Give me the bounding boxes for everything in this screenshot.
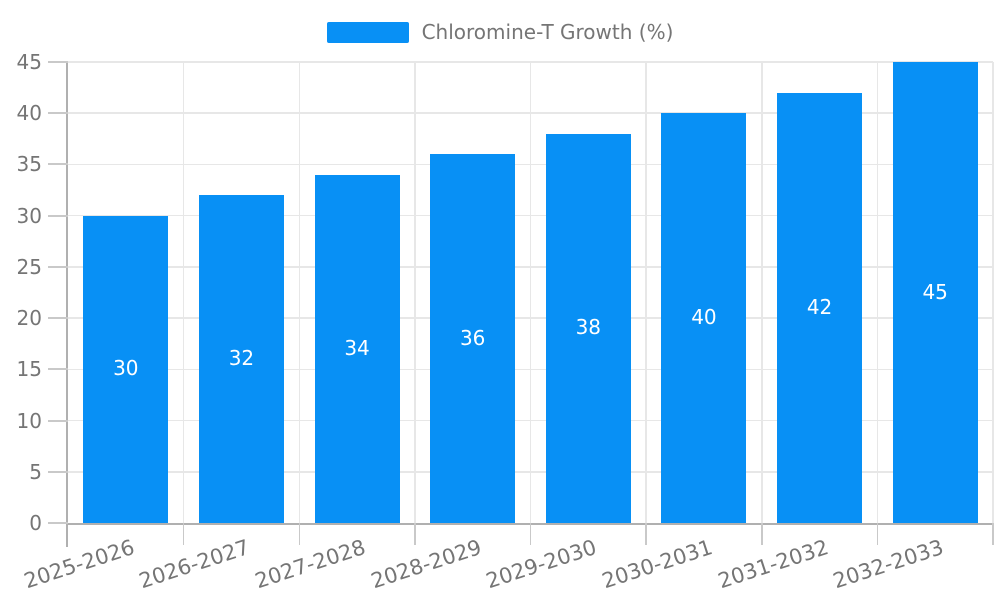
gridline-vertical: [414, 62, 416, 523]
x-axis-tick: [529, 523, 532, 545]
bar-value-label: 36: [459, 325, 486, 350]
y-axis-tick: [48, 522, 68, 524]
y-axis-tick: [48, 419, 68, 422]
y-axis-line: [66, 62, 68, 547]
y-axis-tick-label: 10: [16, 408, 42, 433]
legend-label: Chloromine-T Growth (%): [421, 20, 674, 44]
x-axis-tick: [298, 523, 300, 545]
bar-value-label: 34: [344, 335, 370, 360]
x-axis-tick: [182, 523, 185, 545]
x-axis-tick: [645, 523, 647, 545]
plot-area: 0 5 10 15 20 25 30 35 40 45 2025-2026 2026-2027 2027…: [17, 50, 994, 593]
gridline-vertical: [876, 62, 879, 523]
bar[interactable]: 38: [545, 133, 631, 523]
y-axis-tick: [48, 265, 68, 268]
y-axis-tick: [48, 317, 68, 320]
bar-value-label: 42: [806, 294, 833, 319]
x-axis-tick: [414, 523, 416, 545]
y-axis-tick-label: 30: [16, 203, 42, 228]
y-axis-tick: [48, 61, 68, 64]
gridline-vertical: [529, 62, 532, 523]
gridline-vertical: [298, 62, 300, 523]
bar-value-label: 38: [575, 315, 602, 340]
y-axis-tick-label: 0: [29, 511, 42, 535]
y-axis-tick: [48, 368, 68, 371]
bar[interactable]: 36: [430, 154, 516, 523]
gridline-vertical: [992, 62, 994, 523]
bar[interactable]: 40: [661, 113, 747, 523]
y-axis-tick-label: 15: [16, 357, 42, 382]
y-axis-tick: [48, 112, 68, 115]
bar[interactable]: 45: [892, 62, 978, 523]
y-axis-tick-label: 25: [16, 254, 42, 279]
bar-value-label: 45: [922, 279, 948, 304]
gridline-vertical: [761, 62, 763, 523]
x-axis-tick: [992, 523, 994, 545]
x-axis-tick: [876, 523, 879, 545]
x-axis-tick: [761, 523, 763, 545]
bar-value-label: 32: [228, 346, 255, 371]
y-axis-tick: [48, 470, 68, 473]
y-axis-tick: [48, 214, 68, 217]
y-axis-tick-label: 20: [16, 306, 42, 331]
y-axis-tick-label: 45: [16, 50, 42, 74]
bar-value-label: 30: [113, 356, 139, 381]
y-axis-tick-label: 35: [16, 152, 42, 177]
legend[interactable]: Chloromine-T Growth (%): [0, 20, 1000, 44]
bar[interactable]: 32: [198, 195, 284, 523]
bar[interactable]: 34: [314, 174, 400, 523]
bar-value-label: 40: [691, 305, 717, 330]
y-axis-tick: [48, 163, 68, 166]
x-axis-line: [66, 523, 993, 525]
y-axis-tick-label: 5: [29, 459, 42, 484]
bar[interactable]: 42: [777, 92, 863, 523]
bar[interactable]: 30: [83, 215, 169, 523]
legend-swatch[interactable]: [326, 21, 409, 43]
y-axis-tick-label: 40: [16, 101, 42, 126]
gridline-vertical: [182, 62, 185, 523]
gridline-vertical: [645, 62, 647, 523]
